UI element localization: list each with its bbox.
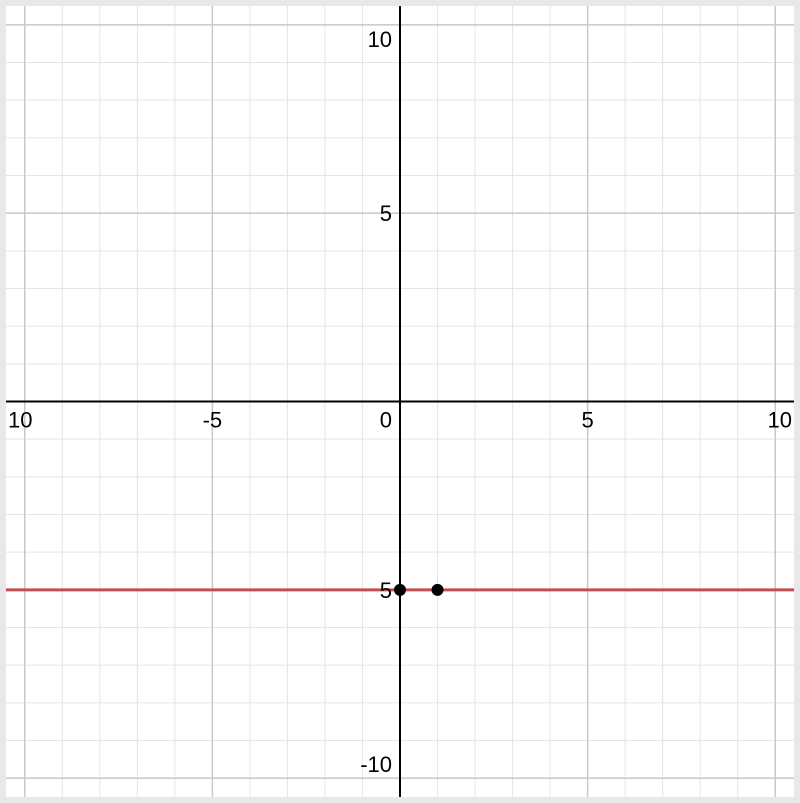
- plot-area: 10 -5 0 5 10 10 5 5 -10: [6, 6, 794, 797]
- y-tick-label: 10: [368, 27, 392, 52]
- plot-point: [432, 584, 444, 596]
- y-tick-label: 5: [380, 578, 392, 603]
- x-tick-label: 0: [380, 408, 392, 433]
- x-tick-label: 10: [768, 408, 792, 433]
- x-tick-label: 10: [8, 408, 32, 433]
- x-tick-label: 5: [581, 408, 593, 433]
- x-tick-label: -5: [203, 408, 223, 433]
- y-tick-label: -10: [360, 752, 392, 777]
- y-tick-label: 5: [380, 201, 392, 226]
- coordinate-plane: 10 -5 0 5 10 10 5 5 -10: [6, 6, 794, 797]
- plot-point: [394, 584, 406, 596]
- chart-container: 10 -5 0 5 10 10 5 5 -10: [0, 0, 800, 803]
